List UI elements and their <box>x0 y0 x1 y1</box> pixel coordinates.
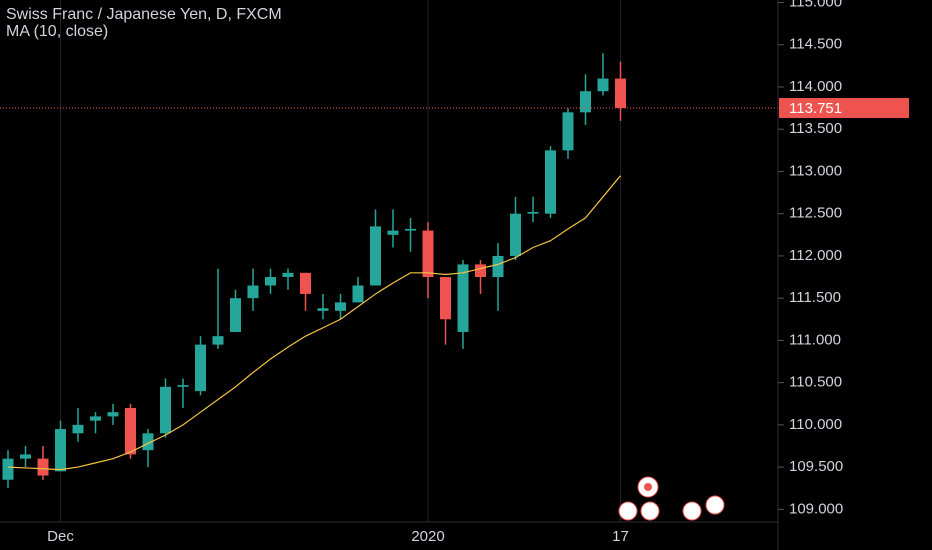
last-price-label: 113.751 <box>789 100 842 117</box>
x-tick-label: 17 <box>612 528 629 545</box>
candle-body <box>580 91 591 113</box>
candle-body <box>422 230 434 278</box>
candle-body <box>352 285 364 303</box>
y-tick-label: 114.500 <box>789 36 842 53</box>
y-tick-label: 111.500 <box>789 289 841 306</box>
candle-body <box>370 226 381 286</box>
event-icon <box>682 501 702 521</box>
candle-body <box>20 454 31 459</box>
event-icon <box>640 501 660 521</box>
candle-body <box>125 407 136 455</box>
candle-body <box>615 78 626 109</box>
candle-body <box>107 412 119 417</box>
candle-body <box>510 213 521 256</box>
x-tick-label: Dec <box>47 528 74 545</box>
y-tick-label: 109.000 <box>789 500 843 517</box>
candle-body <box>55 429 66 472</box>
candle-body <box>545 150 556 214</box>
candle-body <box>212 336 224 345</box>
y-tick-label: 113.000 <box>789 162 842 179</box>
event-icons <box>618 476 725 521</box>
candle-body <box>177 385 189 387</box>
candle-body <box>37 458 49 476</box>
candle-body <box>90 416 101 421</box>
event-icon <box>644 483 652 491</box>
candle-body <box>230 298 241 332</box>
candle-body <box>265 277 276 286</box>
y-tick-label: 112.500 <box>789 205 842 222</box>
candle-body <box>195 344 206 392</box>
candle-body <box>597 78 609 92</box>
candle-body <box>440 277 451 320</box>
y-tick-label: 113.500 <box>789 120 842 137</box>
candle-body <box>405 228 416 231</box>
event-icon <box>618 501 638 521</box>
candle-body <box>72 424 84 434</box>
ma-line <box>7 175 621 471</box>
plot <box>0 53 778 489</box>
last-price-box <box>779 98 909 119</box>
candle-body <box>142 433 154 451</box>
event-icon <box>705 495 725 515</box>
y-tick-label: 110.000 <box>789 416 842 433</box>
x-tick-label: 2020 <box>411 528 444 545</box>
candle-body <box>282 272 294 278</box>
candle-body <box>335 302 346 311</box>
candle-body <box>527 212 539 214</box>
candle-body <box>492 255 504 278</box>
candle-body <box>2 458 14 480</box>
candle-body <box>300 272 311 294</box>
y-tick-label: 111.000 <box>789 331 841 348</box>
candle-body <box>247 285 259 299</box>
y-tick-label: 112.000 <box>789 247 842 264</box>
chart-title: Swiss Franc / Japanese Yen, D, FXCM <box>6 6 282 23</box>
candle-body <box>317 308 329 311</box>
y-tick-label: 114.000 <box>789 78 842 95</box>
y-tick-label: 115.000 <box>789 0 842 11</box>
candle-body <box>457 264 469 332</box>
candle-body <box>387 230 399 235</box>
candle-body <box>475 264 486 278</box>
candle-body <box>562 112 574 151</box>
legend-entry: MA (10, close) <box>6 23 108 40</box>
y-tick-label: 110.500 <box>789 374 842 391</box>
y-tick-label: 109.500 <box>789 458 843 475</box>
candle-body <box>160 386 171 434</box>
